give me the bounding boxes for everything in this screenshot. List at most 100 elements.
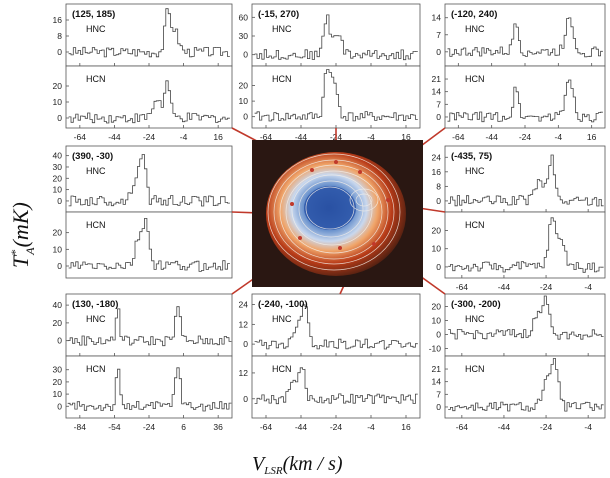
x-tick-label: -64 — [456, 282, 469, 292]
spectrum-line — [68, 218, 230, 272]
y-label-sub: A — [23, 247, 34, 256]
y-tick-label: 20 — [53, 228, 63, 238]
x-tick-label: -24 — [519, 132, 532, 142]
nebula-map-image — [252, 140, 423, 287]
y-tick-label: 0 — [57, 113, 62, 123]
y-tick-label: 7 — [436, 389, 441, 399]
y-tick-label: 20 — [53, 173, 63, 183]
x-tick-label: -4 — [555, 132, 563, 142]
molecule-label: HNC — [86, 24, 106, 34]
molecule-label: HCN — [86, 364, 106, 374]
y-tick-label: 30 — [239, 31, 249, 41]
position-title: (-300, -200) — [451, 299, 501, 310]
spectrum-line — [254, 14, 418, 61]
y-tick-label: 8 — [57, 31, 62, 41]
x-tick-label: -24 — [143, 422, 156, 432]
y-tick-label: 10 — [432, 315, 442, 325]
y-tick-label: 12 — [239, 368, 249, 378]
spectrum-line — [68, 8, 230, 58]
y-tick-label: 0 — [57, 196, 62, 206]
x-tick-label: -64 — [260, 422, 273, 432]
y-tick-label: 10 — [53, 185, 63, 195]
x-tick-label: -64 — [456, 422, 469, 432]
y-tick-label: 30 — [53, 365, 63, 375]
x-tick-label: -44 — [295, 132, 308, 142]
y-tick-label: 16 — [432, 167, 442, 177]
subplot-frame — [65, 293, 233, 357]
molecule-label: HCN — [272, 74, 292, 84]
molecule-label: HCN — [86, 74, 106, 84]
position-title: (-15, 270) — [258, 9, 299, 20]
spectrum-line — [68, 80, 230, 124]
molecule-label: HNC — [86, 166, 106, 176]
y-tick-label: 10 — [53, 389, 63, 399]
y-tick-label: 10 — [432, 244, 442, 254]
y-tick-label: 40 — [53, 300, 63, 310]
y-tick-label: 0 — [243, 112, 248, 122]
x-tick-label: 16 — [587, 132, 597, 142]
x-tick-label: -44 — [498, 282, 511, 292]
x-tick-label: -64 — [74, 132, 87, 142]
x-tick-label: -24 — [540, 422, 553, 432]
x-axis-label: VLSR(km / s) — [252, 453, 343, 476]
y-tick-label: 0 — [57, 401, 62, 411]
y-tick-label: 21 — [432, 364, 442, 374]
y-tick-label: 0 — [436, 329, 441, 339]
position-title: (-120, 240) — [451, 9, 497, 20]
subplot-frame — [444, 355, 606, 419]
subplot-frame — [444, 145, 606, 213]
y-tick-label: 10 — [53, 97, 63, 107]
x-label-unit: (km / s) — [283, 453, 343, 475]
subplot-frame — [65, 65, 233, 129]
subplot-frame — [251, 293, 421, 357]
x-tick-label: 6 — [181, 422, 186, 432]
y-tick-label: 0 — [243, 339, 248, 349]
molecule-label: HNC — [465, 24, 485, 34]
y-tick-label: 24 — [432, 152, 442, 162]
spectrum-panel: 0 8 16 HNC 0 10 20 HCN -64 -44 -24 -4 16 (125, 185) — [53, 3, 233, 142]
x-tick-label: -4 — [367, 132, 375, 142]
y-tick-label: 40 — [53, 151, 63, 161]
molecule-label: HNC — [86, 314, 106, 324]
y-tick-label: 0 — [436, 402, 441, 412]
x-tick-label: -24 — [143, 132, 156, 142]
x-tick-label: -4 — [180, 132, 188, 142]
y-tick-label: 0 — [57, 47, 62, 57]
y-tick-label: 20 — [432, 226, 442, 236]
x-tick-label: 36 — [213, 422, 223, 432]
y-tick-label: 0 — [243, 50, 248, 60]
spectrum-line — [68, 154, 230, 207]
y-tick-label: 21 — [432, 74, 442, 84]
y-label-main: T — [8, 254, 33, 268]
molecule-label: HNC — [465, 314, 485, 324]
x-tick-label: 16 — [401, 132, 411, 142]
y-tick-label: 20 — [239, 81, 249, 91]
y-tick-label: 0 — [57, 336, 62, 346]
x-tick-label: -44 — [295, 422, 308, 432]
spectrum-panel: 0 7 14 HNC 0 7 14 21 HCN -64 -44 -24 -4 16 (-120, 240) — [432, 3, 606, 142]
molecule-label: HNC — [465, 166, 485, 176]
x-tick-label: -24 — [540, 282, 553, 292]
spectrum-line — [254, 367, 418, 405]
x-tick-label: 16 — [401, 422, 411, 432]
y-tick-label: 10 — [53, 244, 63, 254]
y-tick-label: 20 — [53, 318, 63, 328]
y-tick-label: 20 — [432, 301, 442, 311]
y-tick-label: 24 — [239, 300, 249, 310]
y-tick-label: 0 — [57, 261, 62, 271]
x-tick-label: -54 — [108, 422, 121, 432]
x-tick-label: -64 — [260, 132, 273, 142]
position-title: (-240, -100) — [258, 299, 308, 310]
x-label-sub: LSR — [263, 465, 283, 476]
position-title: (390, -30) — [72, 151, 113, 162]
x-tick-label: -44 — [498, 422, 511, 432]
x-tick-label: -4 — [584, 422, 592, 432]
x-tick-label: -44 — [486, 132, 499, 142]
y-tick-label: 20 — [53, 377, 63, 387]
x-label-main: V — [252, 453, 267, 475]
molecule-label: HCN — [272, 364, 292, 374]
spectrum-line — [254, 304, 418, 350]
